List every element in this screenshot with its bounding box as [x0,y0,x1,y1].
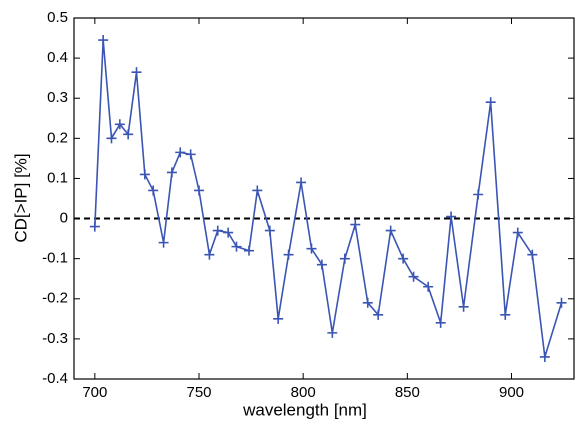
data-point [306,243,317,254]
x-axis-label: wavelength [nm] [242,400,367,419]
data-point [139,169,150,180]
data-point [362,297,373,308]
data-point [98,35,109,46]
data-point [204,249,215,260]
data-point [398,253,409,264]
data-point [296,177,307,188]
data-point [264,225,275,236]
y-axis-label: CD[>IP] [%] [11,153,30,242]
data-point [252,185,263,196]
y-tick-label: 0.4 [47,49,68,66]
y-tick-label: -0.1 [42,250,68,267]
data-point [485,97,496,108]
data-point [316,259,327,270]
data-point [185,149,196,160]
y-tick-label: -0.2 [42,290,68,307]
data-line [94,39,563,358]
plot-frame [73,17,575,380]
y-tick-label: 0.5 [47,9,68,26]
x-tick-label: 700 [82,384,107,401]
data-point [175,147,186,158]
data-point [350,219,361,230]
x-tick-label: 750 [186,384,211,401]
y-tick-label: -0.3 [42,330,68,347]
data-point [512,227,523,238]
x-tick-label: 900 [499,384,524,401]
data-point [148,185,159,196]
data-point [500,309,511,320]
y-tick-label: 0.3 [47,89,68,106]
data-point [114,119,125,130]
data-point [106,133,117,144]
x-tick-label: 800 [291,384,316,401]
data-point [273,313,284,324]
data-point [527,249,538,260]
data-point [327,327,338,338]
data-point [539,351,550,362]
data-point [123,129,134,140]
data-point [385,225,396,236]
data-point [458,301,469,312]
data-point [223,227,234,238]
data-point [435,317,446,328]
data-point [373,309,384,320]
data-point [158,237,169,248]
y-tick-label: 0 [60,210,68,227]
data-point [408,271,419,282]
y-tick-label: -0.4 [42,370,68,387]
y-tick-label: 0.2 [47,129,68,146]
data-point [166,167,177,178]
data-point [556,297,567,308]
data-point [212,225,223,236]
data-point [283,249,294,260]
data-point [194,185,204,196]
y-tick-label: 0.1 [47,169,68,186]
x-tick-label: 850 [395,384,420,401]
data-point [473,189,484,200]
data-point [244,245,254,256]
data-point [339,253,350,264]
data-point [423,281,434,292]
data-point [89,221,100,232]
data-point [446,211,457,222]
data-point [131,67,142,78]
data-point [231,241,242,252]
